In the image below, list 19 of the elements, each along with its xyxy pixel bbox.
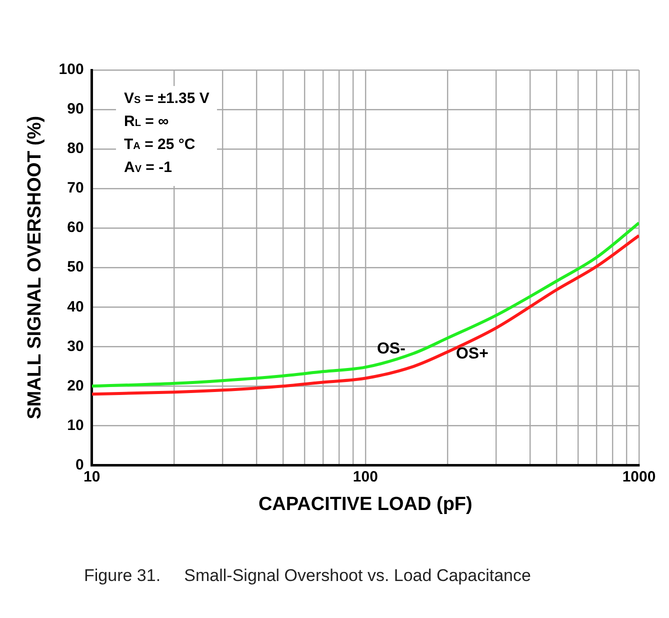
x-tick-label: 100 <box>352 468 378 486</box>
x-axis-title: CAPACITIVE LOAD (pF) <box>258 494 472 515</box>
y-tick-label: 40 <box>67 298 84 316</box>
x-tick-label: 10 <box>83 468 100 486</box>
y-tick-label: 30 <box>67 338 84 355</box>
y-tick-label: 10 <box>67 416 84 434</box>
y-tick-label: 50 <box>67 258 84 276</box>
y-tick-label: 90 <box>67 100 84 118</box>
series-label: OS+ <box>456 345 488 362</box>
y-tick-label: 0 <box>75 456 84 474</box>
series-label: OS- <box>376 340 406 358</box>
y-axis-title: SMALL SIGNAL OVERSHOOT (%) <box>24 116 46 420</box>
caption: Figure 31. Small-Signal Overshoot vs. Load Capacitance <box>84 566 531 586</box>
y-tick-label: 70 <box>67 180 84 197</box>
y-tick-label: 100 <box>58 61 84 78</box>
y-tick-label: 20 <box>67 377 84 394</box>
x-tick-label: 1000 <box>622 468 656 486</box>
y-tick-label: 60 <box>67 219 84 236</box>
y-tick-label: 80 <box>67 140 84 158</box>
